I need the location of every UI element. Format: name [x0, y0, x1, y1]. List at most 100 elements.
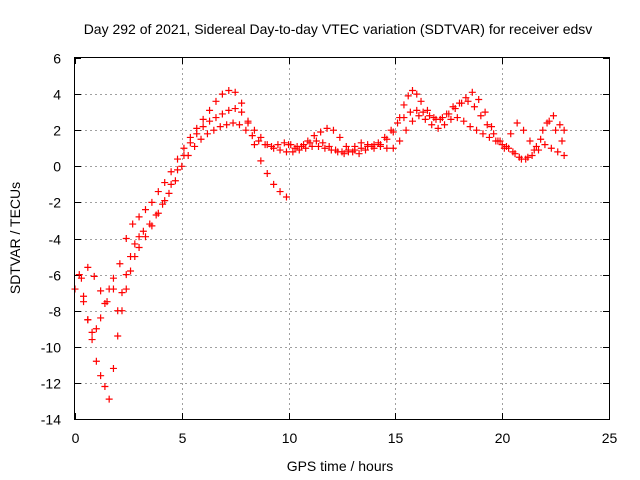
x-tick-label: 20 [495, 430, 511, 446]
data-point [383, 135, 391, 143]
data-point [423, 106, 431, 114]
data-point [129, 220, 137, 228]
series-track-f [389, 112, 568, 163]
data-point [355, 150, 363, 158]
data-point [447, 115, 455, 123]
data-point [105, 285, 113, 293]
data-point [80, 292, 88, 300]
data-point [364, 141, 372, 149]
data-point [517, 155, 525, 163]
y-tick-label: -2 [49, 195, 62, 211]
y-tick-label: 6 [53, 51, 61, 67]
data-point [152, 211, 160, 219]
y-tick-label: 2 [53, 123, 61, 139]
data-point [212, 97, 220, 105]
data-point [528, 151, 536, 159]
plot-frame [74, 57, 610, 420]
x-tick-label: 10 [282, 430, 298, 446]
data-point [77, 274, 85, 282]
data-point [171, 177, 179, 185]
data-point [282, 193, 290, 201]
data-point [421, 115, 429, 123]
x-axis-label: GPS time / hours [287, 458, 394, 474]
x-tick-label: 15 [388, 430, 404, 446]
data-point [191, 142, 199, 150]
data-point [276, 188, 284, 196]
data-point [554, 148, 562, 156]
data-point [146, 220, 154, 228]
y-tick-label: -12 [41, 376, 61, 392]
data-point [483, 121, 491, 129]
data-point [210, 126, 218, 134]
data-point [490, 130, 498, 138]
y-axis-label: SDTVAR / TECUs [7, 182, 23, 294]
data-point [186, 139, 194, 147]
data-point [507, 130, 515, 138]
data-point [90, 272, 98, 280]
data-point [389, 144, 397, 152]
data-layer [71, 86, 568, 403]
data-point [470, 103, 478, 111]
data-point [460, 117, 468, 125]
data-point [257, 133, 265, 141]
data-point [274, 141, 282, 149]
data-point [197, 135, 205, 143]
data-point [455, 99, 463, 107]
data-point [323, 124, 331, 132]
data-point [212, 114, 220, 122]
data-point [532, 142, 540, 150]
chart-title: Day 292 of 2021, Sidereal Day-to-day VTE… [84, 21, 593, 37]
data-point [481, 108, 489, 116]
data-point [105, 395, 113, 403]
data-point [92, 325, 100, 333]
data-point [537, 135, 545, 143]
data-point [84, 316, 92, 324]
data-point [485, 133, 493, 141]
data-point [218, 110, 226, 118]
data-point [280, 139, 288, 147]
data-point [396, 114, 404, 122]
data-point [109, 274, 117, 282]
data-point [161, 179, 169, 187]
data-point [466, 123, 474, 131]
data-point [541, 141, 549, 149]
data-point [97, 287, 105, 295]
data-point [547, 144, 555, 152]
data-point [492, 137, 500, 145]
data-point [75, 271, 83, 279]
data-point [349, 148, 357, 156]
data-point [206, 106, 214, 114]
data-point [216, 123, 224, 131]
data-point [127, 267, 135, 275]
data-point [552, 126, 560, 134]
data-point [229, 119, 237, 127]
y-tick-label: 4 [53, 87, 61, 103]
data-point [268, 142, 276, 150]
data-point [289, 148, 297, 156]
data-point [285, 141, 293, 149]
data-point [297, 142, 305, 150]
data-point [101, 299, 109, 307]
data-point [148, 198, 156, 206]
data-point [338, 148, 346, 156]
data-point [530, 146, 538, 154]
data-point [97, 314, 105, 322]
y-tick-label: -14 [41, 412, 61, 428]
data-point [406, 108, 414, 116]
data-point [250, 126, 258, 134]
data-point [139, 227, 147, 235]
data-point [180, 144, 188, 152]
data-point [218, 90, 226, 98]
data-point [244, 117, 252, 125]
data-point [135, 213, 143, 221]
data-point [408, 86, 416, 94]
data-point [101, 383, 109, 391]
data-point [443, 110, 451, 118]
data-point [261, 141, 269, 149]
data-point [462, 94, 470, 102]
data-point [154, 188, 162, 196]
data-point [520, 126, 528, 134]
data-point [295, 146, 303, 154]
data-point [539, 126, 547, 134]
series-track-e [344, 86, 566, 154]
